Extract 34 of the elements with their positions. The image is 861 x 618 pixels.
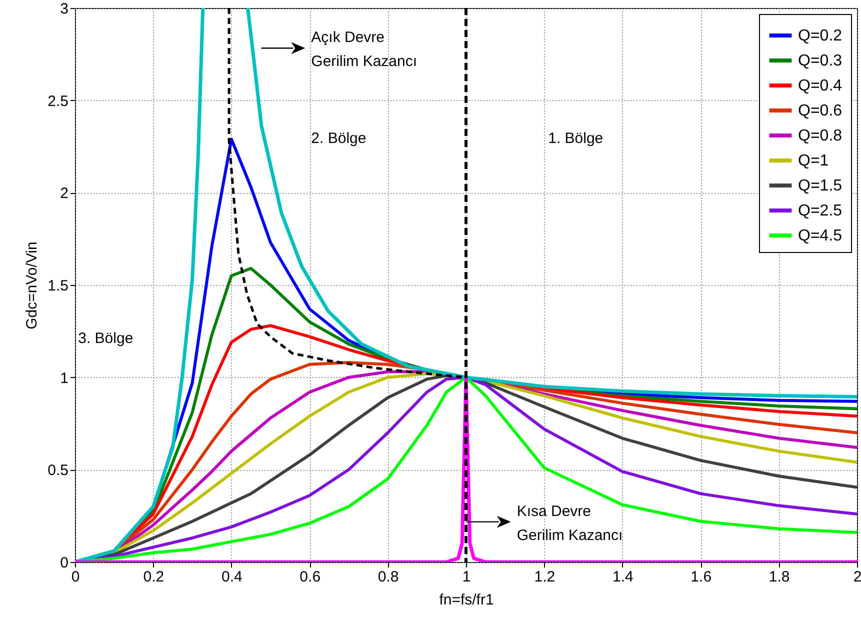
legend-label: Q=0.2	[798, 28, 842, 44]
annotation: 1. Bölge	[548, 130, 604, 148]
y-tick-label: 0.5	[48, 462, 68, 480]
x-tick-label: 0.2	[143, 568, 164, 586]
legend-label: Q=0.6	[798, 102, 842, 120]
legend-label: Q=0.4	[798, 78, 842, 94]
x-tick-label: 0	[71, 568, 80, 586]
y-tick-label: 1	[60, 370, 68, 387]
y-tick-label: 1.5	[48, 278, 68, 294]
annotation: 2. Bölge	[311, 130, 366, 148]
x-tick-label: 2	[853, 568, 861, 586]
legend-label: Q=1.5	[798, 178, 842, 194]
x-tick-label: 1.6	[690, 568, 712, 586]
y-tick-label: 3	[60, 0, 68, 18]
x-tick-label: 1.8	[768, 568, 790, 586]
legend-label: Q=0.8	[798, 128, 842, 144]
x-axis-title: fn=fs/fr1	[439, 592, 494, 608]
y-tick-label: 2.5	[48, 92, 68, 110]
y-axis-title: Gdc=nVo/Vin	[24, 242, 41, 330]
annotation: Açık Devre Gerilim Kazancı	[311, 29, 418, 70]
x-tick-label: 1.2	[534, 568, 556, 586]
x-tick-label: 0.6	[300, 568, 321, 586]
legend-label: Q=4.5	[798, 228, 842, 244]
x-tick-label: 1.4	[612, 568, 634, 586]
annotation: 3. Bölge	[78, 330, 134, 348]
annotation: Kısa Devre Gerilim Kazancı	[516, 502, 623, 544]
x-tick-label: 1	[462, 568, 471, 586]
y-tick-label: 0	[60, 554, 68, 572]
x-tick-label: 0.8	[378, 568, 399, 586]
y-tick-label: 2	[60, 185, 68, 202]
legend-label: Q=0.3	[798, 52, 842, 70]
x-tick-label: 0.4	[221, 568, 242, 586]
legend-label: Q=1	[798, 152, 829, 170]
legend-label: Q=2.5	[798, 202, 842, 220]
